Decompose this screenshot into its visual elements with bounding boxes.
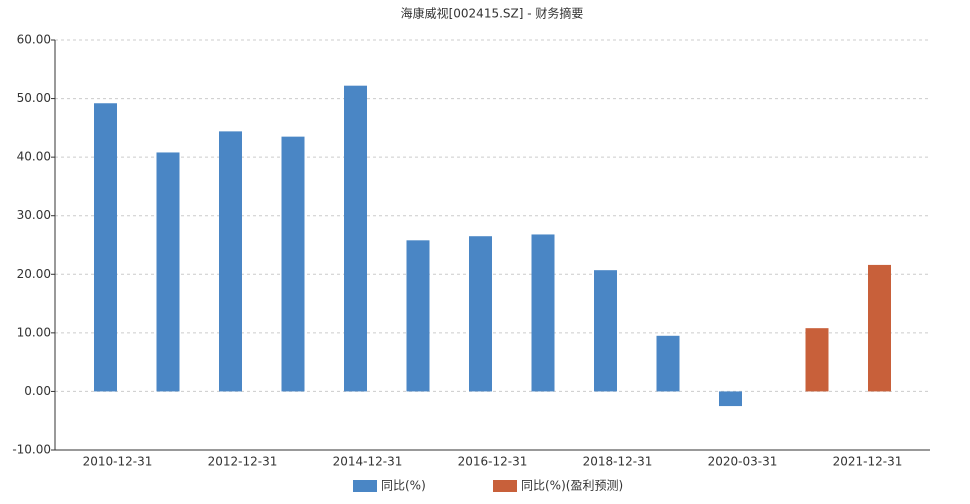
x-tick-label: 2020-03-31 — [708, 455, 778, 469]
legend-swatch — [353, 480, 377, 492]
bar — [656, 335, 680, 392]
chart-title: 海康威视[002415.SZ] - 财务摘要 — [401, 6, 584, 21]
x-tick-label: 2018-12-31 — [583, 455, 653, 469]
y-tick-label: 0.00 — [24, 384, 51, 398]
x-tick-label: 2010-12-31 — [83, 455, 153, 469]
y-tick-label: 40.00 — [17, 150, 51, 164]
x-tick-label: 2014-12-31 — [333, 455, 403, 469]
y-tick-label: 30.00 — [17, 208, 51, 222]
bar — [531, 234, 555, 392]
bar — [219, 131, 242, 392]
x-tick-label: 2016-12-31 — [458, 455, 528, 469]
x-tick-label: 2012-12-31 — [208, 455, 278, 469]
bar — [156, 152, 180, 392]
bar — [406, 240, 430, 392]
bar — [868, 264, 891, 392]
bar — [469, 236, 492, 392]
legend-label: 同比(%) — [381, 479, 426, 493]
y-tick-label: 50.00 — [17, 91, 51, 105]
bar — [719, 391, 742, 407]
y-tick-label: 20.00 — [17, 267, 51, 281]
y-tick-label: 10.00 — [17, 325, 51, 339]
legend-label: 同比(%)(盈利预测) — [521, 479, 623, 493]
bar — [594, 270, 617, 392]
bar — [344, 85, 367, 392]
y-tick-label: 60.00 — [17, 33, 51, 47]
bar — [805, 328, 829, 392]
x-tick-label: 2021-12-31 — [833, 455, 903, 469]
bar — [281, 136, 305, 392]
bar — [94, 103, 117, 392]
y-tick-label: -10.00 — [12, 443, 51, 457]
legend-swatch — [493, 480, 517, 492]
